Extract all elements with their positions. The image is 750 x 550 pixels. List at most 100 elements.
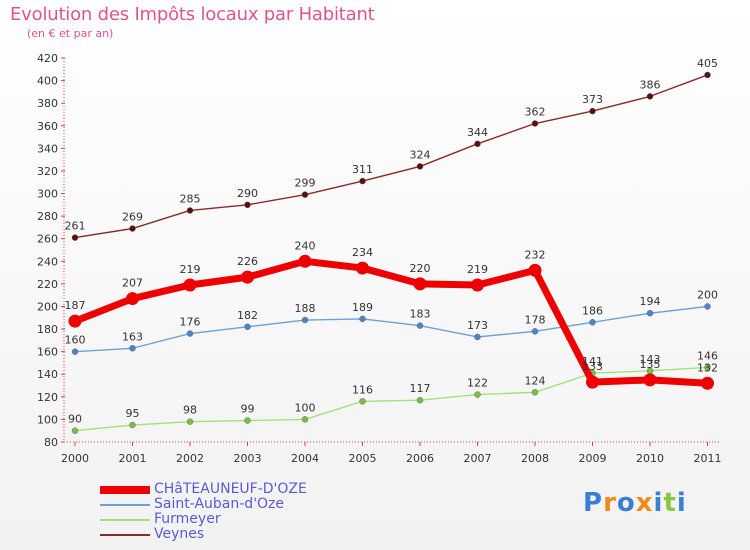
data-point (704, 71, 711, 79)
data-label: 163 (122, 330, 143, 343)
data-label: 269 (122, 211, 143, 224)
data-point (416, 322, 424, 329)
data-label: 160 (65, 334, 86, 347)
data-label: 133 (582, 360, 603, 373)
data-label: 182 (237, 309, 258, 322)
data-point (186, 207, 194, 214)
data-point (71, 234, 79, 241)
chart-title: Evolution des Impôts locaux par Habitant (10, 4, 375, 25)
data-labels: 261 269 285 290 299 311 324 344 362 373 386 405 160 1… (65, 57, 719, 426)
data-label: 220 (410, 262, 431, 275)
x-tick-label: 2011 (694, 452, 722, 465)
data-point (531, 389, 539, 396)
data-point (359, 315, 366, 323)
y-tick-label: 100 (37, 413, 58, 426)
series-line-saint-auban-d-oze (74, 305, 708, 353)
legend-label: Saint-Auban-d'Oze (154, 496, 285, 512)
data-label: 178 (525, 313, 546, 326)
data-point (413, 277, 427, 291)
legend-label: Veynes (154, 526, 205, 542)
y-tick-label: 320 (37, 165, 58, 178)
data-point (129, 225, 136, 232)
data-point (244, 201, 251, 209)
chart-subtitle: (en € et par an) (27, 27, 114, 40)
data-label: 143 (640, 353, 661, 366)
legend-swatch (100, 486, 150, 494)
data-label: 344 (467, 126, 488, 139)
x-tick-label: 2005 (349, 452, 377, 465)
x-tick-label: 2004 (291, 452, 319, 465)
data-point (471, 278, 484, 292)
chart-axes: 80 100 120 140 160 180 200 220 240 260 280 300 320 34… (37, 52, 722, 465)
series-line-veynes (74, 74, 708, 239)
y-tick-label: 220 (37, 278, 58, 291)
data-point (301, 191, 309, 198)
data-label: 299 (295, 177, 316, 190)
data-point (359, 177, 366, 185)
data-point (298, 254, 312, 268)
y-tick-label: 360 (37, 120, 58, 133)
data-label: 311 (352, 163, 373, 176)
data-label: 194 (640, 295, 661, 308)
x-tick-label: 2007 (464, 452, 492, 465)
series-line-furmeyer (74, 366, 708, 432)
data-label: 132 (697, 361, 718, 374)
legend-swatch (100, 534, 150, 536)
x-tick-label: 2000 (61, 452, 89, 465)
series-line-ch-teauneuf-d-oze (73, 257, 708, 387)
y-tick-label: 340 (37, 142, 58, 155)
data-point (71, 348, 79, 355)
data-label: 183 (410, 308, 431, 321)
proxiti-logo: Proxiti (583, 488, 687, 518)
y-tick-label: 80 (44, 436, 58, 449)
data-point (186, 330, 194, 337)
data-point (643, 373, 657, 387)
data-label: 234 (352, 246, 373, 259)
logo-letter: P (583, 488, 604, 518)
data-point (589, 107, 596, 115)
data-point (704, 364, 711, 371)
data-label: 98 (183, 404, 197, 417)
data-label: 124 (525, 374, 546, 387)
y-tick-label: 200 (37, 300, 58, 313)
x-tick-label: 2002 (176, 452, 204, 465)
data-point (183, 278, 197, 292)
data-label: 100 (295, 401, 316, 414)
data-label: 373 (582, 93, 603, 106)
data-label: 135 (640, 358, 661, 371)
data-label: 324 (410, 148, 431, 161)
series-lines (68, 71, 714, 434)
y-tick-label: 300 (37, 188, 58, 201)
data-label: 189 (352, 301, 373, 314)
data-label: 117 (410, 382, 431, 395)
legend-swatch (100, 504, 150, 506)
data-label: 186 (582, 304, 603, 317)
data-label: 141 (582, 355, 603, 368)
y-tick-label: 420 (37, 52, 58, 65)
data-point (416, 397, 424, 404)
data-point (359, 398, 366, 405)
data-label: 188 (295, 302, 316, 315)
data-point (531, 120, 539, 127)
logo-letter: x (635, 488, 654, 518)
y-tick-label: 380 (37, 97, 58, 110)
x-tick-label: 2006 (406, 452, 434, 465)
y-tick-label: 400 (37, 75, 58, 88)
legend-label: Furmeyer (154, 511, 221, 527)
data-label: 232 (525, 248, 546, 261)
x-tick-label: 2001 (119, 452, 147, 465)
data-point (129, 345, 136, 352)
data-label: 95 (126, 407, 140, 420)
logo-letter: r (603, 488, 617, 518)
y-tick-label: 280 (37, 210, 58, 223)
data-point (474, 140, 481, 148)
data-label: 187 (65, 299, 86, 312)
data-label: 90 (68, 413, 82, 426)
data-point (244, 417, 251, 424)
data-label: 219 (467, 263, 488, 276)
data-point (356, 261, 369, 275)
logo-letter: i (653, 488, 664, 518)
data-point (301, 416, 309, 423)
data-point (129, 421, 136, 429)
data-label: 226 (237, 255, 258, 268)
